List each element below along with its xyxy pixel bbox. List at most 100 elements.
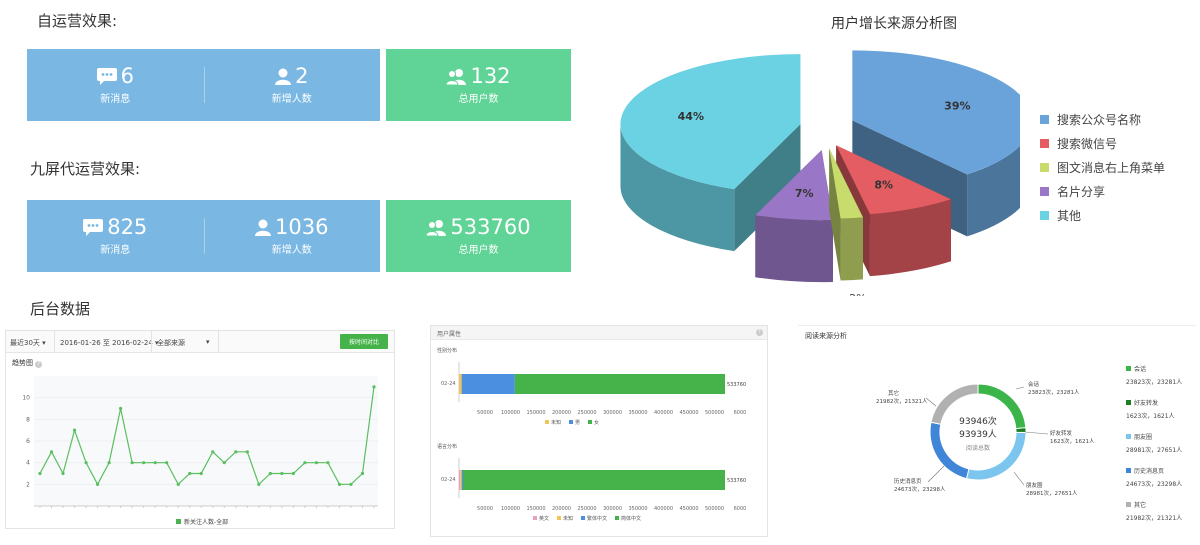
trend-point[interactable]	[372, 385, 376, 389]
donut-segment[interactable]	[1015, 427, 1027, 434]
reading-legend-item[interactable]: 历史消息页 24673次，23298人	[1126, 466, 1182, 488]
trend-point[interactable]	[142, 461, 146, 465]
trend-filter-bar: 最近30天 ▾ 2016-01-26 至 2016-02-24 ▾ 全部来源 ▾…	[6, 331, 394, 353]
trend-point[interactable]	[303, 461, 307, 465]
trend-point[interactable]	[268, 471, 272, 476]
trend-point[interactable]	[176, 482, 180, 486]
trend-point[interactable]	[280, 471, 284, 476]
trend-point[interactable]	[199, 471, 203, 476]
pie-slice-2[interactable]: 2%	[829, 148, 867, 296]
donut-segment[interactable]	[930, 383, 979, 425]
pie-legend-item[interactable]: 搜索微信号	[1040, 131, 1165, 155]
trend-point[interactable]	[153, 461, 157, 465]
legend-swatch	[545, 420, 549, 424]
pie-legend-item[interactable]: 名片分享	[1040, 179, 1165, 203]
row-label: 02-24	[441, 381, 456, 387]
help-icon[interactable]: ?	[35, 361, 43, 368]
trend-point[interactable]	[107, 461, 111, 465]
date-range-label: 2016-01-26 至 2016-02-24	[60, 339, 153, 347]
trend-point[interactable]	[337, 482, 342, 486]
x-tick-label: 150000	[526, 410, 545, 416]
pie-slice-3[interactable]: 7%	[755, 150, 833, 283]
attr-bar-segment[interactable]	[461, 470, 463, 490]
trend-point[interactable]	[95, 482, 100, 486]
pie-legend-item[interactable]: 搜索公众号名称	[1040, 107, 1165, 131]
self-ops-blue-card: 6 新消息 2 新增人数	[27, 49, 380, 121]
range-select[interactable]: 最近30天 ▾	[10, 339, 46, 347]
attr-bar-segment[interactable]	[460, 470, 462, 490]
legend-label: 其他	[1057, 208, 1082, 223]
attr-bar-segment[interactable]	[514, 374, 725, 394]
source-select[interactable]: 全部来源	[157, 338, 185, 348]
bar-value-label: 533760	[727, 382, 746, 388]
pie-label-0: 39%	[944, 100, 970, 113]
legend-swatch	[1126, 468, 1131, 473]
pie-label-3: 7%	[795, 187, 814, 200]
trend-point[interactable]	[38, 471, 42, 476]
user-icon	[255, 219, 272, 236]
x-tick-label: 400000	[654, 410, 673, 416]
reading-legend-item[interactable]: 其它 21982次，21321人	[1126, 500, 1182, 522]
legend-label: 女	[594, 419, 599, 426]
date-range-select[interactable]: 2016-01-26 至 2016-02-24 ▾	[60, 339, 159, 347]
trend-chart-title-text: 趋势图	[12, 359, 33, 367]
chevron-down-icon[interactable]: ▾	[206, 338, 210, 346]
trend-point[interactable]	[61, 471, 65, 476]
help-icon[interactable]: ?	[756, 329, 763, 336]
trend-point[interactable]	[314, 461, 319, 465]
growth-source-pie-chart: 用户增长来源分析图 39% 44% 8% 7% 2% 搜索公众号名称搜索微信号图文消息右…	[620, 6, 1180, 296]
legend-swatch	[1126, 400, 1131, 405]
x-tick-label: 350000	[628, 506, 647, 512]
trend-point[interactable]	[222, 461, 226, 465]
trend-point[interactable]	[257, 482, 261, 486]
legend-label: 搜索公众号名称	[1057, 112, 1142, 127]
trend-point[interactable]	[349, 482, 353, 486]
trend-point[interactable]	[72, 428, 77, 432]
trend-point[interactable]	[119, 406, 123, 411]
trend-point[interactable]	[84, 461, 88, 465]
reading-legend-item[interactable]: 朋友圈 28981次，27651人	[1126, 432, 1182, 454]
pie-legend-item[interactable]: 其他	[1040, 203, 1165, 227]
agency-new-users-stat: 1036 新增人数	[203, 200, 381, 272]
legend-detail: 1623次，1621人	[1126, 413, 1175, 420]
legend-detail: 28981次，27651人	[1126, 447, 1183, 454]
agency-ops-stats: 825 新消息 1036 新增人数 533760 总用户数	[27, 200, 571, 272]
trend-point[interactable]	[49, 450, 54, 454]
attr-bar-segment[interactable]	[459, 374, 462, 394]
reading-legend-item[interactable]: 好友转发 1623次，1621人	[1126, 398, 1182, 420]
attr-bar-segment[interactable]	[462, 470, 725, 490]
x-tick-label: 6000	[734, 506, 747, 512]
pie-slice-4[interactable]: 44%	[620, 54, 801, 252]
attr-bar-segment[interactable]	[459, 470, 461, 490]
reading-donut-chart: 会话23823次，23281人好友转发1623次，1621人朋友圈28981次，…	[876, 380, 1095, 497]
x-tick-label: 100000	[501, 506, 520, 512]
x-tick-label: 500000	[705, 410, 724, 416]
trend-panel: 最近30天 ▾ 2016-01-26 至 2016-02-24 ▾ 全部来源 ▾…	[5, 330, 395, 529]
legend-swatch	[581, 516, 585, 520]
trend-line-chart: 2 4 6 8 10	[22, 376, 378, 508]
trend-point[interactable]	[326, 461, 330, 465]
trend-point[interactable]	[245, 450, 249, 454]
pie-label-4: 44%	[678, 110, 704, 123]
agency-new-messages-label: 新消息	[100, 245, 131, 256]
legend-label: 图文消息右上角菜单	[1057, 160, 1166, 175]
compare-button[interactable]: 按时间对比	[340, 334, 388, 349]
trend-point[interactable]	[165, 461, 169, 465]
legend-label: 搜索微信号	[1057, 136, 1118, 151]
pie-legend-item[interactable]: 图文消息右上角菜单	[1040, 155, 1165, 179]
trend-point[interactable]	[188, 471, 192, 476]
agency-ops-blue-card: 825 新消息 1036 新增人数	[27, 200, 380, 272]
legend-swatch	[1040, 138, 1049, 148]
trend-point[interactable]	[130, 461, 134, 465]
trend-point[interactable]	[291, 471, 295, 476]
attr-chart-title: 性别分布	[437, 347, 457, 354]
x-tick-label: 450000	[679, 410, 698, 416]
reading-legend-item[interactable]: 会话 23823次，23281人	[1126, 364, 1182, 386]
trend-point[interactable]	[234, 450, 238, 454]
trend-point[interactable]	[211, 450, 215, 454]
attr-bar-segment[interactable]	[461, 374, 515, 394]
trend-point[interactable]	[360, 471, 365, 476]
pie-slice-1[interactable]: 8%	[836, 145, 951, 277]
x-tick-label: 250000	[577, 410, 596, 416]
legend-label: 繁体中文	[587, 515, 607, 522]
